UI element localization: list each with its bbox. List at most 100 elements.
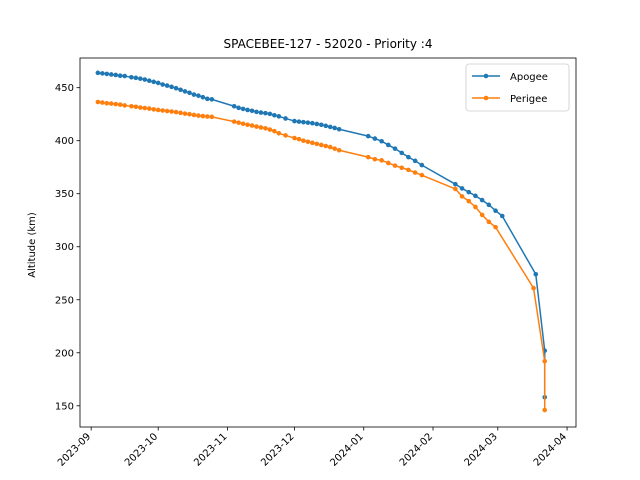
- perigee-data-point: [129, 103, 134, 109]
- perigee-data-point: [412, 170, 418, 175]
- apogee-data-point: [406, 154, 411, 160]
- perigee-data-point: [327, 144, 333, 150]
- perigee-data-point: [542, 407, 548, 413]
- apogee-data-point: [283, 116, 288, 121]
- y-tick-label: 150: [55, 401, 74, 412]
- perigee-data-point: [296, 136, 302, 142]
- perigee-data-point: [169, 109, 174, 114]
- apogee-data-point: [263, 110, 268, 116]
- perigee-data-point: [453, 186, 458, 192]
- perigee-data-point: [173, 109, 179, 115]
- y-tick-label: 300: [55, 242, 74, 253]
- apogee-data-point: [276, 114, 282, 119]
- apogee-data-point: [182, 89, 188, 94]
- perigee-data-point: [178, 110, 183, 116]
- apogee-data-point: [486, 202, 492, 208]
- apogee-data-point: [231, 103, 237, 109]
- apogee-data-point: [100, 71, 105, 76]
- perigee-data-point: [258, 125, 264, 130]
- plot-frame: [79, 57, 577, 428]
- y-tick-label: 450: [55, 83, 74, 94]
- apogee-data-point: [453, 181, 458, 187]
- apogee-data-point: [365, 133, 371, 139]
- perigee-data-point: [205, 114, 210, 119]
- apogee-data-point: [399, 150, 405, 156]
- perigee-data-point: [240, 121, 246, 127]
- apogee-data-point: [95, 70, 101, 76]
- legend: Apogee Perigee: [465, 63, 570, 112]
- perigee-data-point: [479, 212, 485, 218]
- y-tick-label: 200: [55, 348, 74, 359]
- perigee-data-point: [122, 103, 127, 108]
- perigee-data-point: [399, 165, 405, 171]
- apogee-data-point: [209, 97, 215, 102]
- perigee-data-point: [314, 141, 320, 147]
- perigee-data-point: [531, 285, 536, 291]
- perigee-data-point: [473, 204, 478, 210]
- apogee-data-point: [301, 119, 306, 125]
- apogee-data-point: [386, 142, 391, 148]
- perigee-data-point: [459, 194, 465, 199]
- apogee-data-point: [249, 108, 255, 114]
- perigee-data-point: [133, 104, 139, 110]
- apogee-data-point: [129, 75, 134, 80]
- apogee-data-point: [419, 162, 425, 168]
- apogee-data-point: [187, 90, 192, 96]
- perigee-data-point: [95, 99, 101, 105]
- apogee-data-point: [151, 79, 157, 85]
- apogee-data-point: [240, 106, 246, 112]
- y-axis-label: Altitude (km): [27, 212, 38, 278]
- perigee-data-point: [332, 146, 338, 151]
- perigee-data-point: [542, 358, 548, 364]
- apogee-data-point: [319, 122, 324, 128]
- perigee-data-point: [319, 142, 324, 148]
- apogee-data-point: [479, 197, 485, 203]
- apogee-data-point: [327, 124, 333, 130]
- perigee-data-point: [164, 108, 170, 114]
- apogee-data-point: [533, 272, 539, 277]
- apogee-data-point: [155, 80, 161, 86]
- perigee-data-point: [231, 119, 237, 124]
- apogee-data-point: [164, 83, 170, 88]
- apogee-data-point: [323, 123, 329, 129]
- apogee-data-point: [117, 73, 123, 79]
- perigee-data-point: [236, 120, 241, 125]
- perigee-data-point: [301, 138, 306, 144]
- apogee-data-point: [332, 125, 338, 131]
- y-tick-label: 350: [55, 189, 74, 200]
- perigee-data-point: [305, 139, 311, 145]
- apogee-data-point: [236, 105, 241, 111]
- apogee-data-point: [310, 120, 315, 126]
- perigee-data-point: [191, 112, 197, 118]
- apogee-data-point: [191, 92, 197, 97]
- perigee-data-point: [323, 143, 329, 149]
- apogee-data-point: [142, 77, 148, 82]
- apogee-data-point: [173, 85, 179, 91]
- y-tick-label: 400: [55, 136, 74, 147]
- y-tick-label: 250: [55, 295, 74, 306]
- perigee-data-point: [336, 147, 342, 153]
- apogee-data-point: [254, 109, 259, 115]
- apogee-data-point: [133, 75, 139, 81]
- apogee-data-point: [146, 78, 152, 83]
- perigee-data-point: [117, 102, 123, 107]
- perigee-data-point: [365, 154, 371, 160]
- apogee-data-point: [392, 146, 398, 151]
- perigee-data-point: [263, 126, 268, 131]
- apogee-data-point: [138, 76, 143, 81]
- apogee-data-point: [473, 193, 478, 199]
- perigee-data-point: [160, 108, 165, 113]
- apogee-data-point: [272, 112, 277, 118]
- perigee-data-point: [151, 107, 157, 112]
- apogee-data-point: [372, 136, 378, 141]
- apogee-data-point: [258, 110, 264, 115]
- perigee-data-point: [100, 100, 105, 105]
- perigee-data-point: [249, 123, 255, 128]
- apogee-data-point: [160, 82, 165, 87]
- apogee-data-point: [379, 138, 384, 144]
- perigee-data-point: [292, 135, 297, 141]
- apogee-data-point: [104, 71, 110, 77]
- perigee-data-point: [254, 124, 259, 129]
- apogee-data-point: [314, 121, 320, 127]
